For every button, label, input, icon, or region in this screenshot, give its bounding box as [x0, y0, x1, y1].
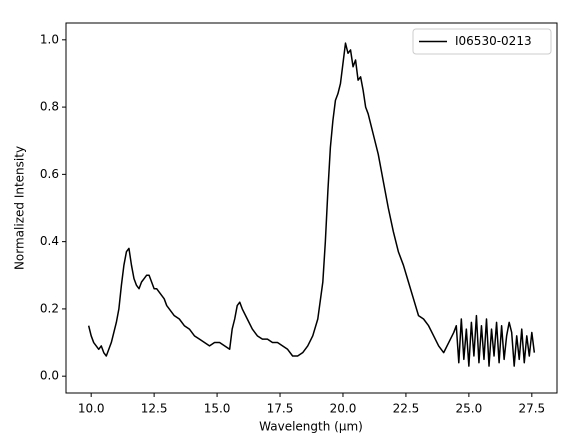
- y-tick-label: 0.2: [40, 301, 59, 315]
- plot-frame: [65, 22, 558, 394]
- y-tick-label: 0.6: [40, 167, 59, 181]
- x-axis-label: Wavelength (μm): [259, 420, 363, 434]
- x-tick-label: 22.5: [393, 402, 420, 416]
- y-tick-label: 0.0: [40, 369, 59, 383]
- line: [87, 42, 536, 367]
- legend-label: I06530-0213: [455, 34, 532, 48]
- legend-box: [412, 28, 552, 55]
- x-tick-label: 15.0: [204, 402, 231, 416]
- x-tick-label: 12.5: [141, 402, 168, 416]
- y-axis-label: Normalized Intensity: [13, 146, 27, 270]
- x-tick-label: 17.5: [267, 402, 294, 416]
- x-tick-label: 27.5: [518, 402, 545, 416]
- x-tick-label: 25.0: [456, 402, 483, 416]
- y-tick-label: 1.0: [40, 32, 59, 46]
- y-tick-label: 0.4: [40, 234, 59, 248]
- x-tick-label: 20.0: [330, 402, 357, 416]
- x-tick-label: 10.0: [78, 402, 105, 416]
- y-tick-label: 0.8: [40, 100, 59, 114]
